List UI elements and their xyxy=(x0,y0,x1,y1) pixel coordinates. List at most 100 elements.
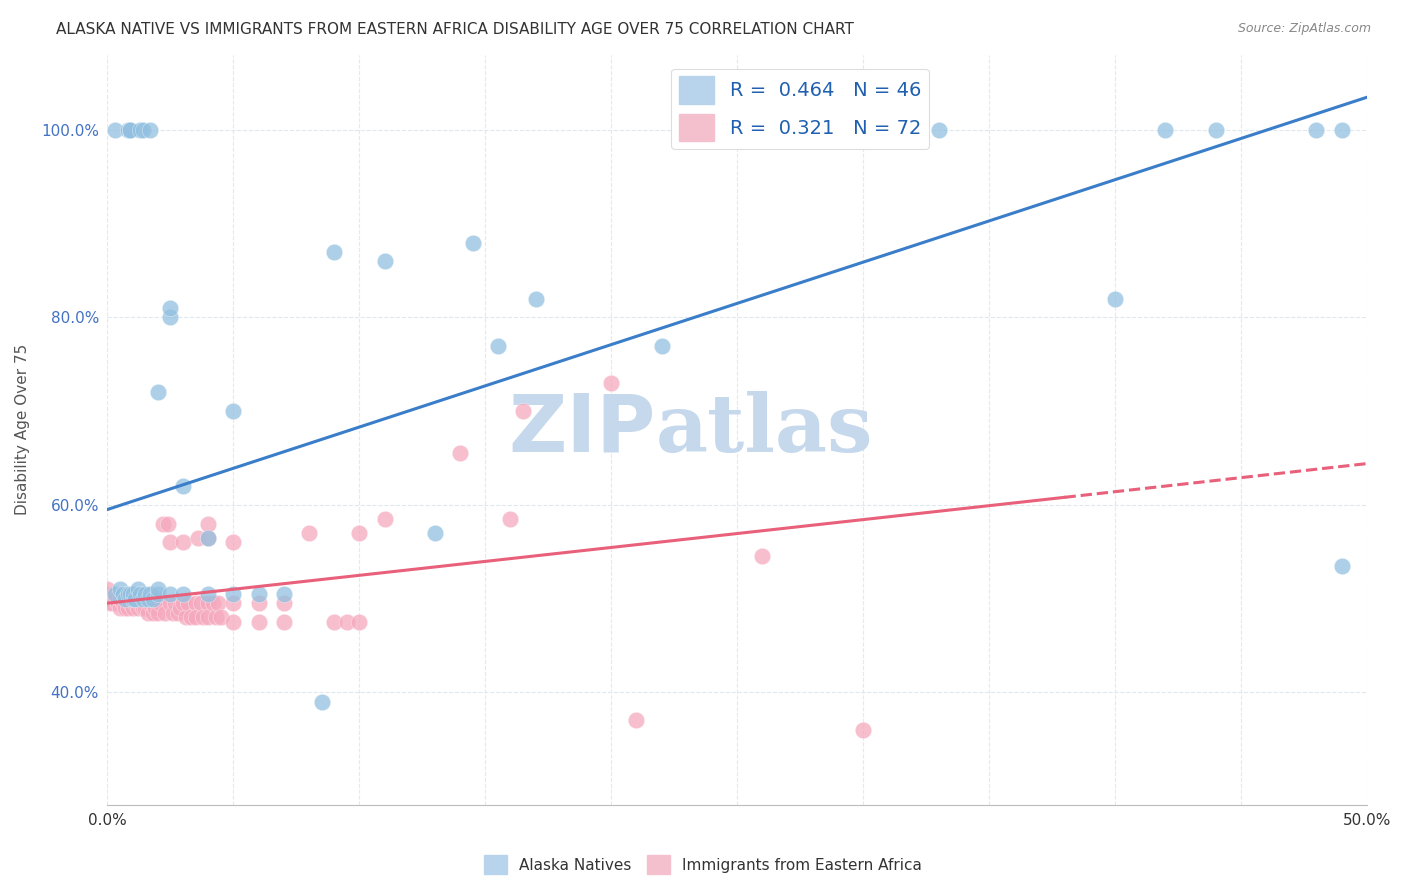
Point xyxy=(172,479,194,493)
Point xyxy=(1104,292,1126,306)
Point xyxy=(134,587,156,601)
Point xyxy=(120,123,142,137)
Point xyxy=(190,596,212,610)
Point xyxy=(120,123,142,137)
Point xyxy=(127,600,149,615)
Point xyxy=(174,610,197,624)
Point xyxy=(159,301,181,315)
Point xyxy=(108,591,131,606)
Point xyxy=(197,610,219,624)
Point xyxy=(298,525,321,540)
Point xyxy=(108,582,131,596)
Point xyxy=(172,587,194,601)
Point xyxy=(129,587,152,601)
Point xyxy=(273,596,295,610)
Point xyxy=(121,600,143,615)
Text: Source: ZipAtlas.com: Source: ZipAtlas.com xyxy=(1237,22,1371,36)
Point xyxy=(184,596,207,610)
Point xyxy=(146,606,169,620)
Point xyxy=(108,600,131,615)
Point xyxy=(107,596,129,610)
Point xyxy=(127,582,149,596)
Point xyxy=(197,516,219,531)
Point xyxy=(165,596,187,610)
Point xyxy=(142,606,165,620)
Point xyxy=(626,714,648,728)
Point xyxy=(247,596,270,610)
Point xyxy=(117,587,139,601)
Point xyxy=(129,123,152,137)
Point xyxy=(167,606,190,620)
Point xyxy=(96,596,118,610)
Point xyxy=(222,615,245,629)
Point xyxy=(197,531,219,545)
Point xyxy=(801,123,824,137)
Point xyxy=(373,512,395,526)
Point xyxy=(323,615,346,629)
Point xyxy=(197,596,219,610)
Point xyxy=(114,600,136,615)
Point xyxy=(104,591,127,606)
Point xyxy=(159,596,181,610)
Point xyxy=(131,591,153,606)
Point xyxy=(152,516,174,531)
Point xyxy=(209,610,232,624)
Point xyxy=(96,582,118,596)
Point xyxy=(159,310,181,325)
Point xyxy=(131,600,153,615)
Point xyxy=(197,587,219,601)
Point xyxy=(222,587,245,601)
Point xyxy=(177,596,200,610)
Point xyxy=(172,535,194,549)
Point xyxy=(131,123,153,137)
Point xyxy=(155,606,177,620)
Point xyxy=(204,610,226,624)
Point xyxy=(159,587,181,601)
Point xyxy=(124,591,146,606)
Legend: R =  0.464   N = 46, R =  0.321   N = 72: R = 0.464 N = 46, R = 0.321 N = 72 xyxy=(671,69,929,149)
Point xyxy=(197,531,219,545)
Point xyxy=(1154,123,1177,137)
Point xyxy=(139,123,162,137)
Legend: Alaska Natives, Immigrants from Eastern Africa: Alaska Natives, Immigrants from Eastern … xyxy=(478,849,928,880)
Point xyxy=(373,254,395,268)
Point xyxy=(336,615,359,629)
Point xyxy=(423,525,446,540)
Point xyxy=(149,596,172,610)
Point xyxy=(104,123,127,137)
Point xyxy=(96,591,118,606)
Point xyxy=(247,587,270,601)
Point xyxy=(120,587,142,601)
Point xyxy=(111,587,134,601)
Point xyxy=(222,404,245,418)
Point xyxy=(1305,123,1327,137)
Point xyxy=(121,591,143,606)
Point xyxy=(651,338,673,352)
Point xyxy=(207,596,229,610)
Point xyxy=(139,596,162,610)
Point xyxy=(134,596,156,610)
Point xyxy=(187,531,209,545)
Point xyxy=(247,615,270,629)
Point xyxy=(172,596,194,610)
Point xyxy=(117,600,139,615)
Point xyxy=(162,606,184,620)
Point xyxy=(499,512,522,526)
Point xyxy=(146,591,169,606)
Point xyxy=(159,535,181,549)
Point xyxy=(349,525,371,540)
Point xyxy=(121,587,143,601)
Point xyxy=(169,600,191,615)
Point xyxy=(146,587,169,601)
Point xyxy=(222,596,245,610)
Point xyxy=(928,123,950,137)
Point xyxy=(202,596,225,610)
Point xyxy=(461,235,484,250)
Point xyxy=(222,535,245,549)
Point xyxy=(120,596,142,610)
Point xyxy=(121,591,143,606)
Point xyxy=(273,615,295,629)
Point xyxy=(349,615,371,629)
Point xyxy=(1205,123,1227,137)
Point xyxy=(512,404,534,418)
